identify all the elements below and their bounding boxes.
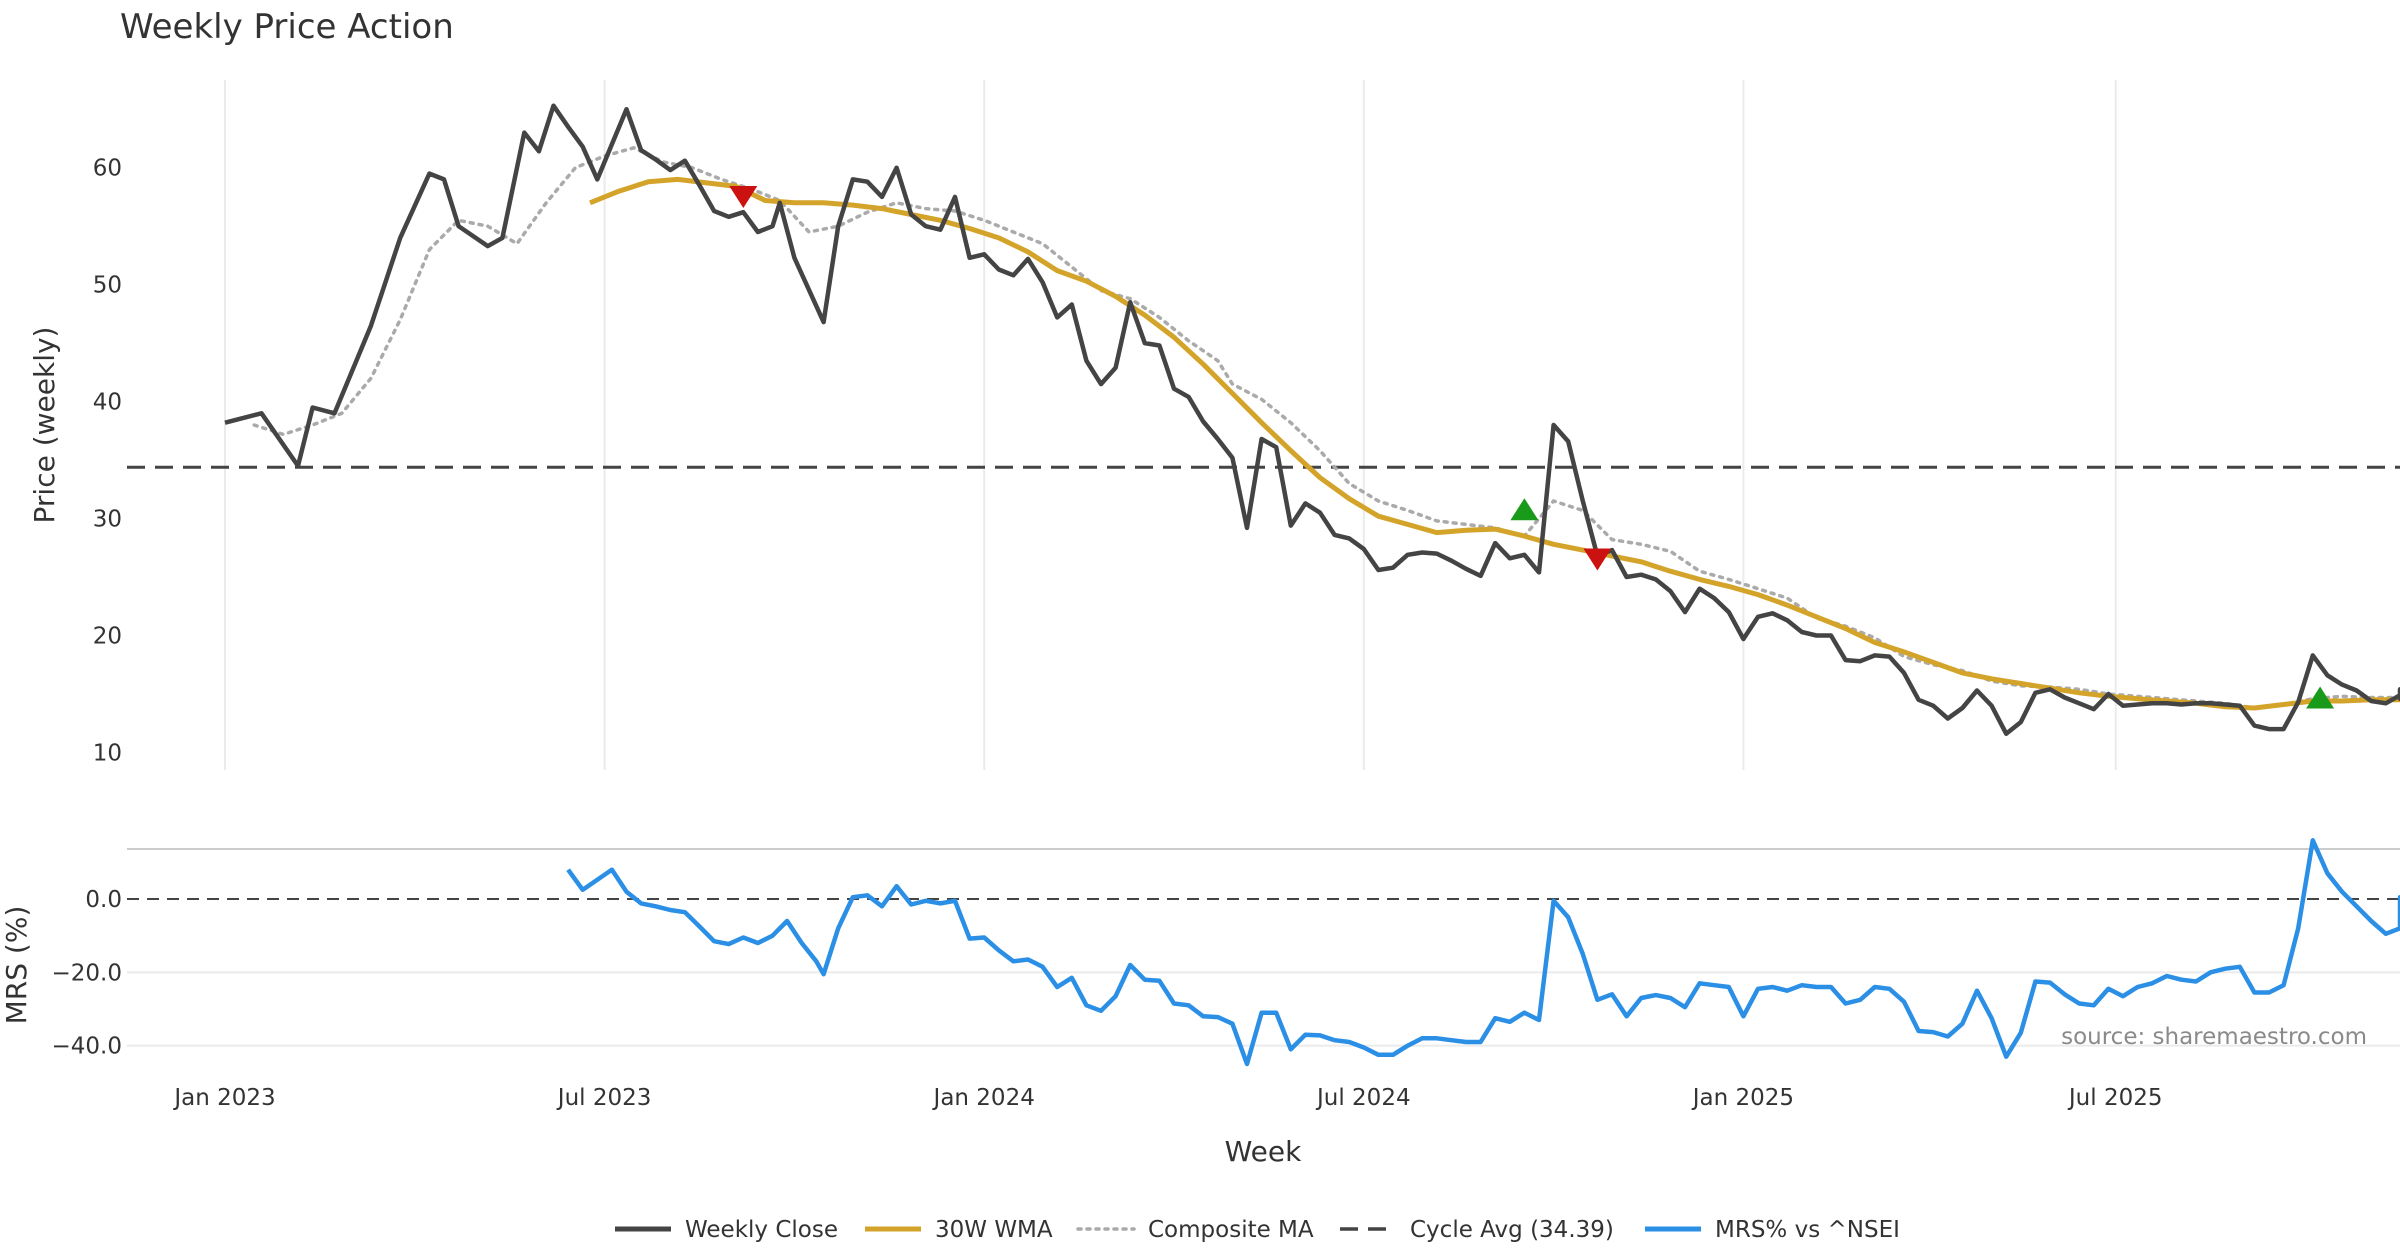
composite-ma-line xyxy=(252,145,2400,710)
price-grid xyxy=(224,80,2117,770)
mrs-ytick-0: 0.0 xyxy=(85,887,122,913)
x-tick-2: Jan 2024 xyxy=(932,1085,1035,1111)
mrs-ytick-2: −40.0 xyxy=(52,1034,122,1060)
x-axis-label: Week xyxy=(1225,1135,1302,1168)
signal-markers xyxy=(729,185,2335,709)
buy-signal-0 xyxy=(1510,498,1539,521)
buy-signal-1 xyxy=(2306,686,2335,709)
mrs-y-ticks: 0.0 −20.0 −40.0 xyxy=(52,887,122,1060)
chart-title: Weekly Price Action xyxy=(120,7,454,47)
price-ytick-2: 30 xyxy=(93,507,122,533)
price-ytick-4: 50 xyxy=(93,273,122,299)
x-tick-5: Jul 2025 xyxy=(2067,1085,2163,1111)
source-note: source: sharemaestro.com xyxy=(2061,1024,2367,1050)
mrs-ylabel: MRS (%) xyxy=(0,906,33,1025)
mrs-line xyxy=(566,838,2400,1067)
legend: Weekly Close 30W WMA Composite MA Cycle Avg… xyxy=(615,1217,1900,1243)
mrs-ytick-1: −20.0 xyxy=(52,960,122,986)
price-y-ticks: 10 20 30 40 50 60 xyxy=(93,156,122,767)
x-tick-3: Jul 2024 xyxy=(1315,1085,1411,1111)
legend-label-1: 30W WMA xyxy=(935,1217,1053,1243)
price-ylabel: Price (weekly) xyxy=(28,327,61,524)
legend-label-0: Weekly Close xyxy=(685,1217,838,1243)
legend-label-2: Composite MA xyxy=(1148,1217,1314,1243)
wma-30-line xyxy=(589,176,2400,711)
legend-label-4: MRS% vs ^NSEI xyxy=(1715,1217,1900,1243)
price-ytick-1: 20 xyxy=(93,624,122,650)
legend-label-3: Cycle Avg (34.39) xyxy=(1410,1217,1614,1243)
sell-signal-0 xyxy=(729,185,758,208)
x-tick-1: Jul 2023 xyxy=(556,1085,652,1111)
mrs-grid xyxy=(127,971,2400,1047)
x-tick-0: Jan 2023 xyxy=(172,1085,275,1111)
weekly-close-line xyxy=(224,103,2400,736)
x-tick-4: Jan 2025 xyxy=(1691,1085,1794,1111)
sell-signal-1 xyxy=(1583,548,1612,571)
price-ytick-0: 10 xyxy=(93,740,122,766)
price-ytick-3: 40 xyxy=(93,390,122,416)
x-ticks: Jan 2023 Jul 2023 Jan 2024 Jul 2024 Jan 2025… xyxy=(172,1085,2162,1111)
price-ytick-5: 60 xyxy=(93,156,122,182)
